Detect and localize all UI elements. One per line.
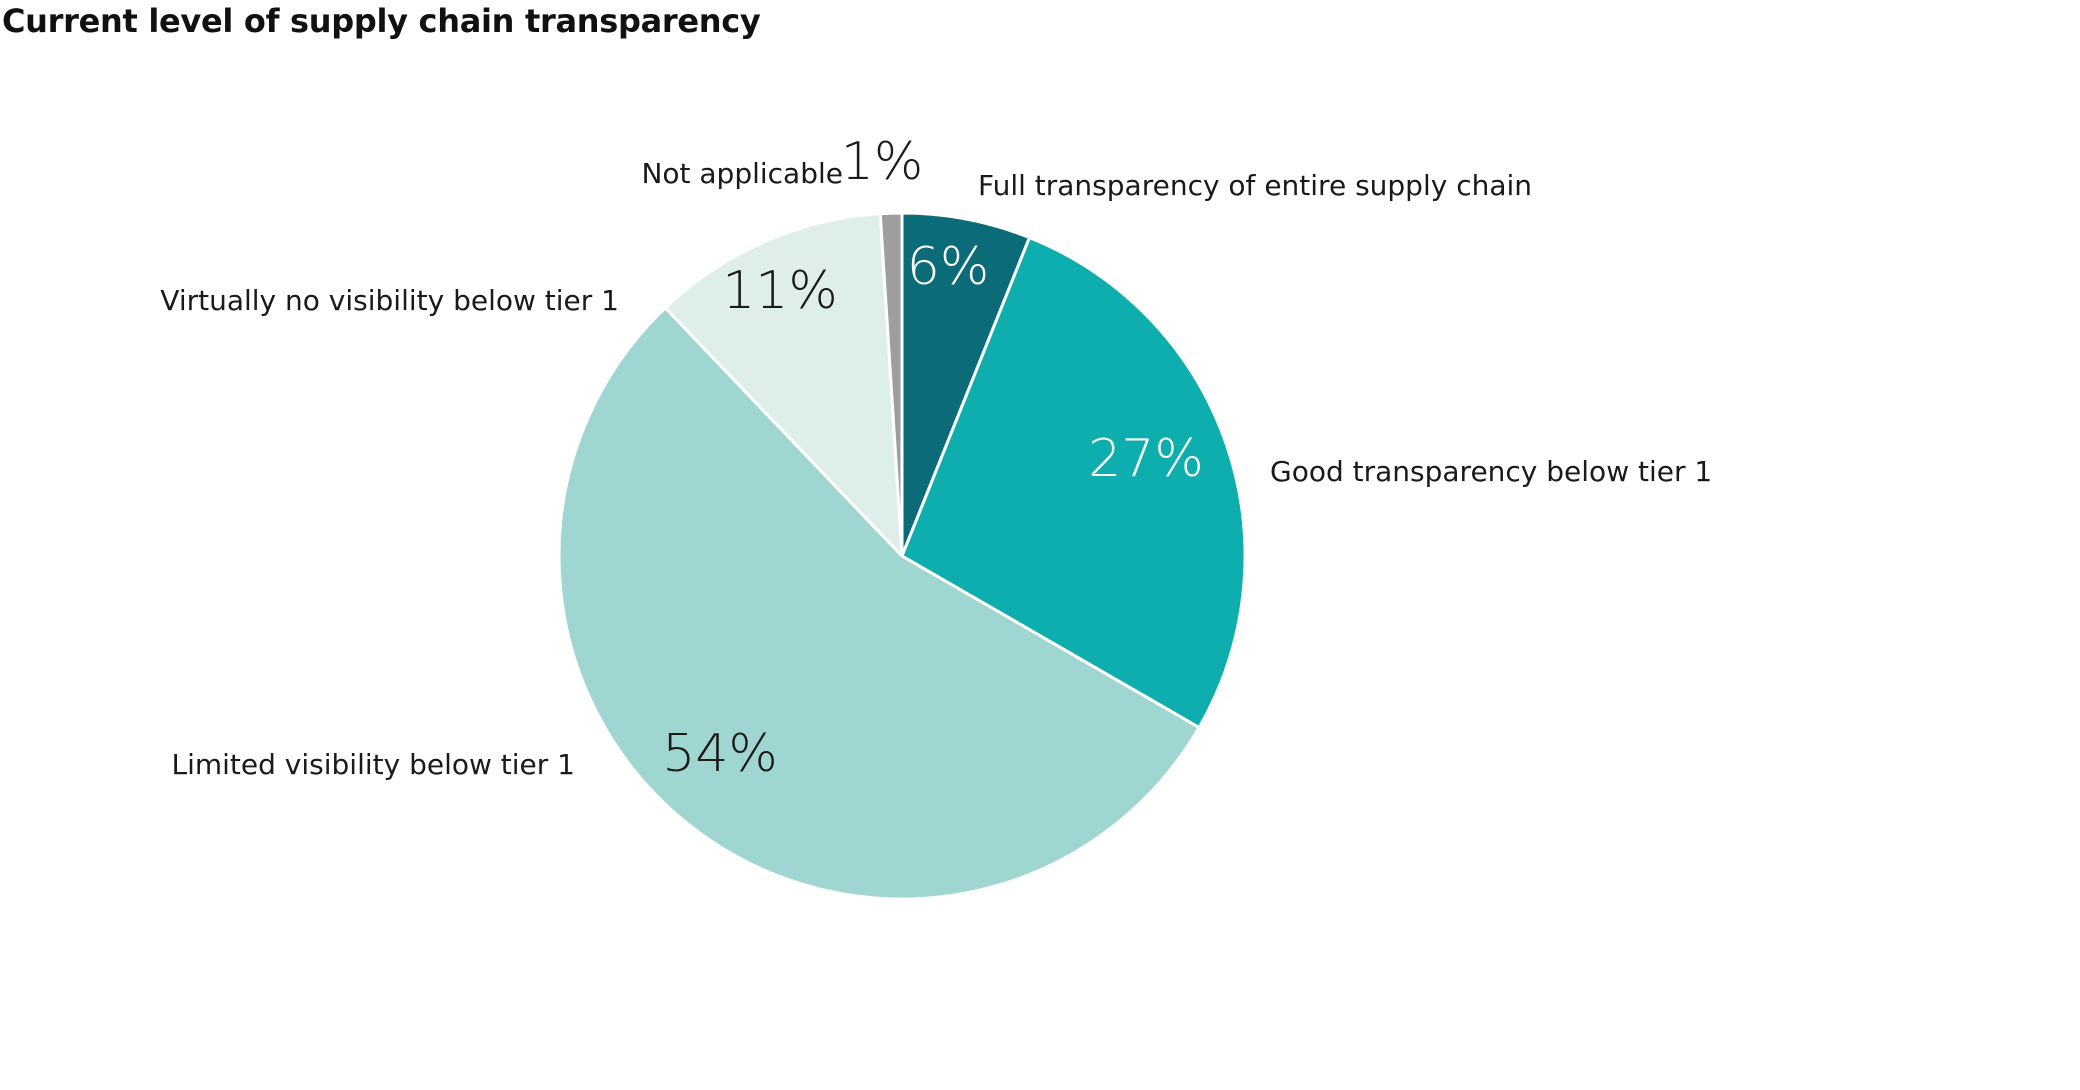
pie-category-label-5: Not applicable: [641, 157, 843, 190]
pie-category-label-4: Virtually no visibility below tier 1: [160, 284, 619, 317]
pie-value-label-2: 27%: [1088, 429, 1204, 489]
chart-title: Current level of supply chain transparen…: [2, 2, 761, 40]
pie-category-label-1: Full transparency of entire supply chain: [978, 169, 1532, 202]
pie-slice-5: [878, 211, 904, 558]
pie-value-labels: 6% 27% 54% 11% 1%: [662, 132, 1204, 784]
pie-value-label-5: 1%: [841, 132, 924, 192]
pie-category-labels: Full transparency of entire supply chain…: [160, 157, 1712, 781]
pie-slice-3: [557, 306, 1201, 901]
pie-category-label-2: Good transparency below tier 1: [1270, 455, 1712, 488]
pie-value-label-1: 6%: [907, 237, 990, 297]
pie-category-label-3: Limited visibility below tier 1: [171, 748, 575, 781]
pie-value-label-3: 54%: [662, 724, 778, 784]
pie-slice-4: [663, 212, 904, 558]
pie-slice-1: [900, 211, 1031, 558]
pie-slices: [557, 211, 1247, 901]
pie-value-label-4: 11%: [722, 261, 838, 321]
